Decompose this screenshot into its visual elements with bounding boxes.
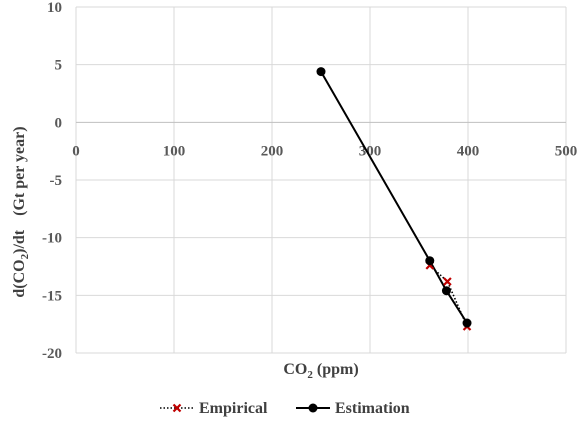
legend-item-estimation: Estimation [296,400,410,417]
legend-swatch-marker [308,403,318,413]
data-point-estimation [316,67,326,77]
series-points [316,67,472,331]
x-tick-labels: 0 100 200 300 400 500 [72,143,577,159]
gridlines [75,6,567,354]
legend-swatch-marker [172,403,182,413]
y-tick-label: -10 [42,231,62,247]
y-tick-label: 0 [55,115,63,131]
x-tick-label: 200 [261,143,284,159]
legend-item-empirical: Empirical [160,400,268,417]
series-line-empirical [429,264,468,327]
data-point-estimation [425,256,435,266]
y-tick-label: -5 [50,173,63,189]
y-tick-labels: 10 5 0 -5 -10 -15 -20 [42,0,62,362]
data-point-empirical [443,277,452,286]
legend-label: Estimation [335,400,410,417]
legend-label: Empirical [199,400,268,417]
x-tick-label: 0 [72,143,80,159]
x-tick-label: 400 [457,143,480,159]
x-axis-title: CO2 (ppm) [283,361,358,381]
y-tick-label: 10 [47,0,62,16]
series-line-estimation [320,71,468,324]
y-tick-label: 5 [55,58,63,74]
data-point-estimation [462,318,472,328]
y-tick-label: -15 [42,288,62,304]
data-point-estimation [441,286,451,296]
legend: Empirical Estimation [160,400,410,417]
y-tick-label: -20 [42,346,62,362]
x-tick-label: 500 [555,143,578,159]
x-tick-label: 100 [163,143,186,159]
series-lines [320,71,468,327]
y-axis-title: d(CO2)/dt(Gt per year) [11,126,31,297]
